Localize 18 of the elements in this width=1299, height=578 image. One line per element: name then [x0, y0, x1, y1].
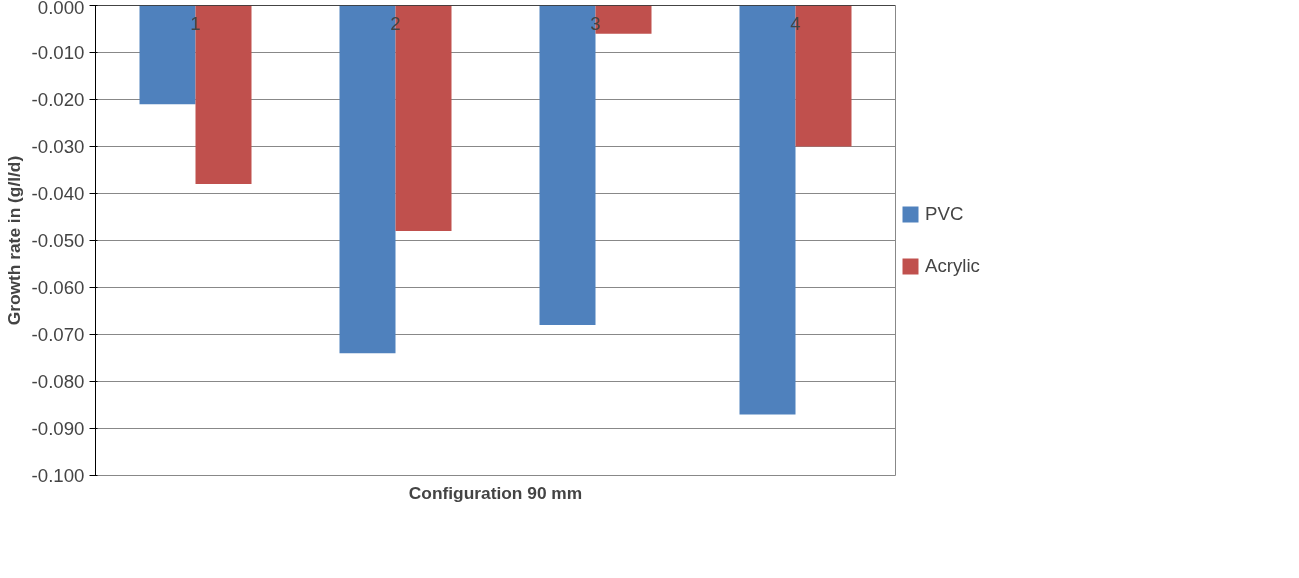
x-tick-label: 3	[590, 12, 601, 34]
x-tick-label: 2	[390, 12, 401, 34]
y-tick-label: -0.010	[31, 42, 85, 63]
y-tick-label: -0.080	[31, 371, 85, 392]
y-tick-label: 0.000	[37, 0, 85, 18]
x-tick-label: 1	[190, 12, 201, 34]
y-tick-label: -0.020	[31, 89, 85, 110]
y-tick-label: -0.090	[31, 418, 85, 439]
y-tick-label: -0.040	[31, 183, 85, 204]
x-axis-title: Configuration 90 mm	[408, 482, 583, 503]
y-axis-title: Growth rate in (g/l/d)	[3, 155, 24, 326]
y-tick-label: -0.100	[31, 465, 85, 486]
y-tick-label: -0.030	[31, 136, 85, 157]
y-tick-label: -0.060	[31, 277, 85, 298]
y-tick-label: -0.050	[31, 230, 85, 251]
legend-label: PVC	[925, 203, 964, 225]
y-tick-label: -0.070	[31, 324, 85, 345]
legend-label: Acrylic	[925, 255, 980, 277]
